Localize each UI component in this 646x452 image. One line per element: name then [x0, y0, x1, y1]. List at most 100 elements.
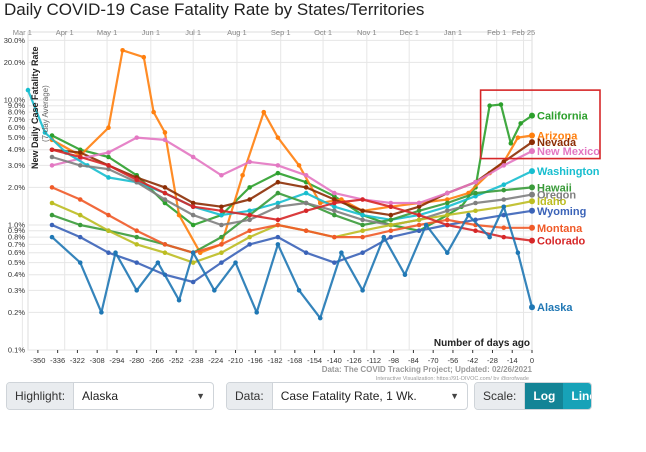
series-point [77, 154, 83, 160]
series-point [303, 172, 309, 178]
series-point [473, 208, 478, 214]
series-point [77, 163, 83, 168]
month-label: Aug 1 [227, 28, 247, 37]
series-point [275, 190, 281, 196]
y-tick-label: 20.0% [4, 58, 26, 67]
series-point [444, 197, 450, 202]
series-point [388, 212, 394, 218]
data-select[interactable]: Case Fatality Rate, 1 Wk. ▼ [273, 383, 467, 409]
series-point [275, 179, 281, 185]
y-tick-label: 0.5% [8, 258, 25, 267]
series-alaska: Alaska [49, 204, 573, 321]
series-point [49, 147, 55, 153]
y-axis-subtitle: (7-day Average) [41, 85, 50, 142]
series-point [106, 250, 111, 256]
series-point [332, 212, 337, 218]
series-point [176, 212, 182, 218]
series-end-point [529, 237, 535, 244]
x-tick-label: -224 [208, 356, 223, 365]
scale-log-button[interactable]: Log [525, 383, 564, 409]
series-point [515, 135, 521, 140]
series-point [444, 208, 450, 214]
series-point [141, 54, 147, 60]
y-tick-label: 0.4% [8, 270, 25, 279]
scale-linear-button[interactable]: Linear [563, 383, 591, 409]
series-point [275, 170, 281, 176]
series-point [190, 212, 196, 218]
series-point [332, 190, 337, 196]
x-tick-label: -308 [90, 356, 105, 365]
series-point [303, 190, 309, 196]
y-tick-label: 4.0% [8, 145, 25, 154]
series-point [162, 200, 168, 206]
series-point [518, 121, 524, 126]
y-tick-label: 0.9% [8, 226, 25, 235]
series-point [134, 288, 140, 293]
y-tick-label: 9.0% [8, 101, 25, 110]
series-point [106, 125, 111, 131]
series-point [190, 154, 196, 160]
series-point [275, 204, 281, 210]
series-point [190, 204, 196, 210]
y-axis-title: New Daily Case Fatality Rate [30, 46, 40, 169]
series-end-point [529, 139, 535, 146]
x-tick-label: -42 [467, 356, 478, 365]
series-point [219, 208, 224, 214]
x-tick-label: -70 [428, 356, 439, 365]
series-point [247, 242, 252, 247]
scale-control: Scale: Log Linear [474, 382, 592, 410]
series-point [473, 200, 478, 206]
highlight-select[interactable]: Alaska ▼ [74, 383, 213, 409]
y-tick-label: 5.0% [8, 133, 25, 142]
month-label: Jun 1 [142, 28, 160, 37]
series-point [120, 47, 125, 53]
series-point [134, 260, 140, 265]
series-point [247, 234, 252, 240]
series-point [151, 109, 156, 115]
x-tick-label: -280 [129, 356, 144, 365]
series-point [332, 197, 337, 202]
series-point [388, 204, 394, 210]
series-point [303, 200, 309, 206]
series-end-point [529, 112, 535, 119]
series-label: Colorado [537, 236, 586, 248]
x-tick-label: -28 [487, 356, 498, 365]
series-point [155, 260, 161, 265]
x-tick-label: -336 [50, 356, 65, 365]
case-fatality-chart: 0.1% 0.2% 0.3% 0.4% 0.5%0.6%0.7%0.8%0.9%1.0%… [4, 28, 601, 380]
source-note: Data: The COVID Tracking Project; Update… [322, 365, 533, 374]
series-point [487, 103, 492, 109]
series-point [49, 212, 55, 218]
series-point [501, 204, 507, 210]
month-label: Nov 1 [357, 28, 377, 37]
series-point [49, 222, 55, 228]
series-point [332, 208, 337, 214]
series-line [51, 186, 532, 254]
x-tick-label: -322 [70, 356, 85, 365]
series-point [444, 222, 450, 228]
series-label: Wyoming [537, 206, 586, 218]
series-point [49, 234, 55, 240]
series-point [190, 200, 196, 206]
series-point [296, 163, 302, 168]
series-point [332, 204, 337, 210]
series-point [317, 200, 323, 206]
series-point [106, 150, 111, 155]
series-point [303, 228, 309, 234]
series-end-point [529, 148, 535, 155]
x-tick-label: -182 [268, 356, 283, 365]
series-point [247, 208, 252, 214]
y-tick-label: 0.2% [8, 308, 25, 317]
y-tick-label: 0.8% [8, 233, 25, 242]
series-point [134, 135, 140, 140]
x-tick-label: -266 [149, 356, 164, 365]
highlight-box [479, 89, 601, 160]
y-tick-label: 2.0% [8, 183, 25, 192]
series-point [49, 154, 55, 160]
series-point [416, 204, 422, 210]
series-point [77, 212, 83, 218]
series-point [339, 197, 344, 202]
series-point [219, 250, 224, 256]
month-label: Sep 1 [271, 28, 291, 37]
